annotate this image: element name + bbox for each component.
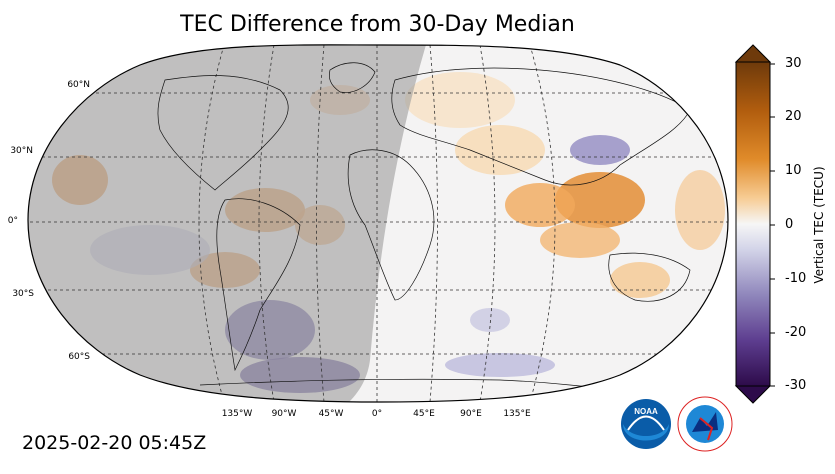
colorbar-tick-20: 20 [785,109,802,124]
nws-logo [677,396,733,452]
noaa-logo: NOAA [621,399,671,449]
lon-label-90e: 90°E [460,409,482,419]
anomaly-negative [445,353,555,377]
lat-label-60n: 60°N [67,80,90,90]
anomaly-negative [570,135,630,165]
noaa-logo-text: NOAA [634,407,658,416]
lat-label-30s: 30°S [12,289,34,299]
night-shade [28,44,440,402]
lat-label-60s: 60°S [68,352,90,362]
colorbar-tick-neg10: -10 [785,271,807,286]
lon-label-135w: 135°W [221,409,253,419]
colorbar [734,44,775,404]
colorbar-tick-neg20: -20 [785,325,807,340]
anomaly-positive [405,72,515,128]
coastlines [157,62,691,391]
colorbar-tick-10: 10 [785,163,802,178]
anomaly-positive [540,222,620,258]
lon-label-45w: 45°W [318,409,344,419]
lon-label-135e: 135°E [503,409,531,419]
colorbar-label: Vertical TEC (TECU) [812,166,826,284]
chart-title: TEC Difference from 30-Day Median [180,12,575,37]
colorbar-bottom-arrow [734,385,772,404]
lon-label-90w: 90°W [271,409,297,419]
colorbar-ticks [770,63,775,387]
colorbar-bar [735,61,771,387]
anomaly-positive [455,125,545,175]
anomaly-positive [610,262,670,298]
lat-label-30n: 30°N [10,146,33,156]
anomaly-positive [675,170,725,250]
lat-label-0: 0° [7,216,18,226]
timestamp: 2025-02-20 05:45Z [22,432,207,454]
colorbar-tick-0: 0 [785,217,794,232]
globe-outline [27,44,729,403]
graticule [28,44,728,402]
colorbar-tick-30: 30 [785,56,802,71]
lon-label-45e: 45°E [413,409,435,419]
colorbar-top-arrow [734,44,772,63]
lon-label-0: 0° [371,409,383,419]
anomaly-positive [555,172,645,228]
anomaly-positive [505,183,575,227]
colorbar-tick-neg30: -30 [785,378,807,393]
anomaly-negative [470,308,510,332]
